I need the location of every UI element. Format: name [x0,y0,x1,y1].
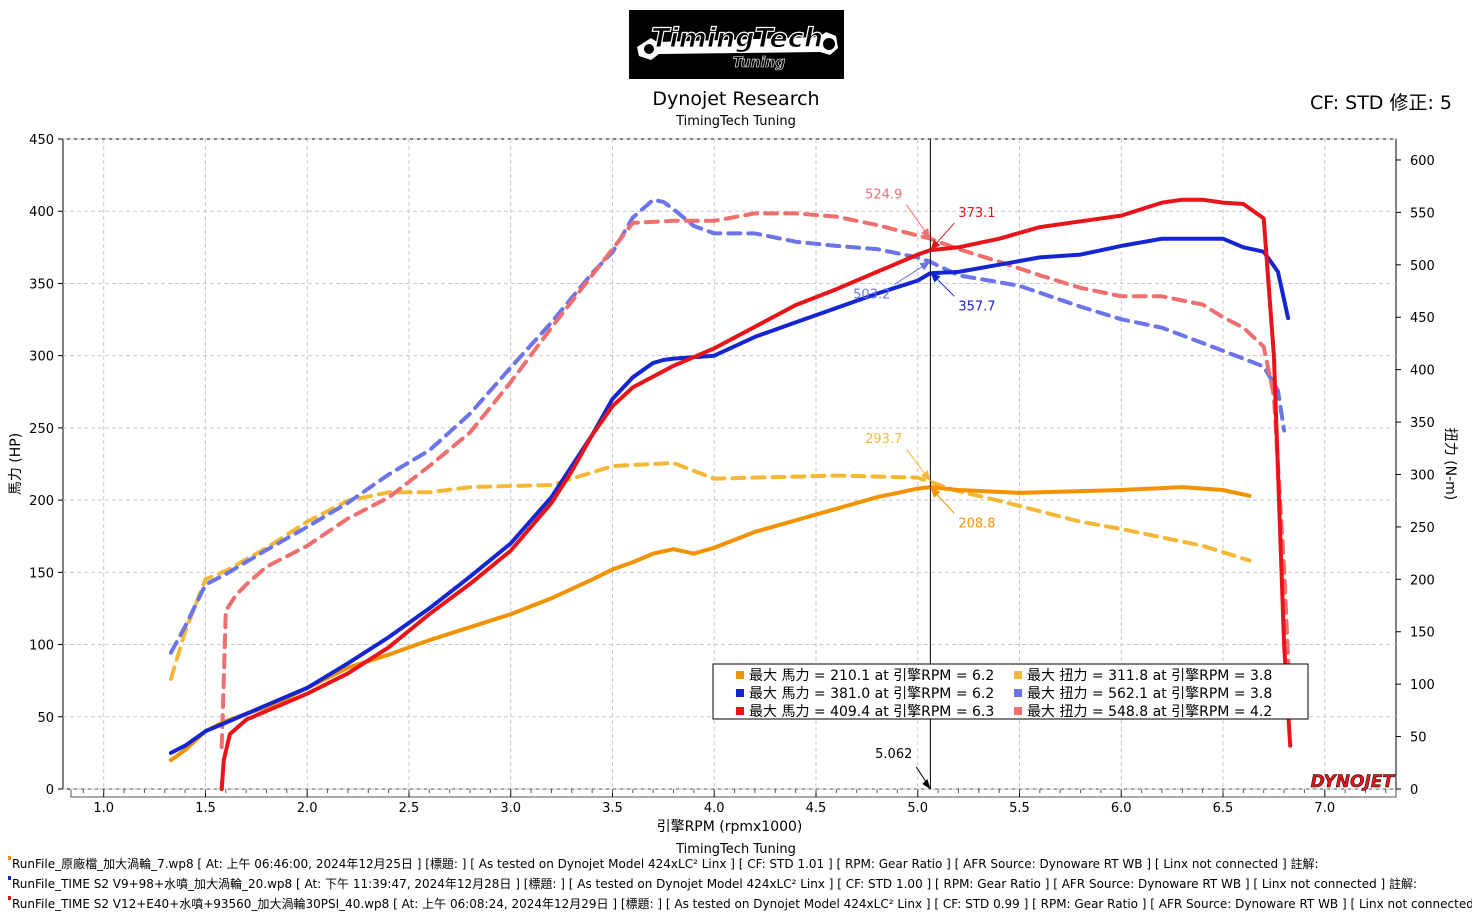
annotation-label: 293.7 [865,432,902,447]
y-right-tick-label: 0 [1410,783,1418,798]
dyno-chart: 1.0 1.5 2.0 2.5 3.0 3.5 4.0 4.5 5.0 5.5 6.0 6.5 7.0 0… [8,133,1458,835]
legend-swatch [1014,671,1022,679]
y-right-tick-label: 150 [1410,626,1435,641]
chart-subtitle: TimingTech Tuning [676,114,796,129]
timingtech-logo: TimingTech Tuning [629,10,844,79]
annotation-arrowhead [920,470,931,482]
correction-factor-label: CF: STD 修正: 5 [1309,92,1452,114]
y-right-tick-label: 350 [1410,416,1435,431]
runfile-line: RunFile_TIME S2 V9+98+水噴_加大渦輪_20.wp8 [ A… [8,874,1472,894]
y-right-tick-label: 50 [1410,731,1427,746]
y-left-tick-label: 200 [29,494,54,509]
series-line-blue_hp [168,236,1291,755]
dynojet-watermark: DYNOJET [1311,772,1396,792]
runfile-text: RunFile_TIME S2 V9+98+水噴_加大渦輪_20.wp8 [ A… [12,877,1418,891]
y-left-tick-label: 150 [29,566,54,581]
y-right-tick-label: 400 [1410,364,1435,379]
annotation-label: 208.8 [958,516,995,531]
y-left-tick-label: 300 [29,350,54,365]
y-right-tick-label: 300 [1410,468,1435,483]
legend-entry: 最大 扭力 = 548.8 at 引擎RPM = 4.2 [1027,704,1272,720]
y-right-tick-label: 500 [1410,259,1435,274]
y-left-tick-label: 250 [29,422,54,437]
annotation-arrowhead [930,239,941,251]
annotation-label: 357.7 [958,299,995,314]
legend-entry: 最大 扭力 = 562.1 at 引擎RPM = 3.8 [1027,686,1272,702]
x-tick-label: 1.0 [93,801,114,816]
y-left-tick-label: 400 [29,205,54,220]
y-left-axis-label: 馬力 (HP) [8,433,24,495]
y-right-tick-label: 200 [1410,573,1435,588]
runfile-text: RunFile_原廠檔_加大渦輪_7.wp8 [ At: 上午 06:46:00… [12,857,1319,871]
x-tick-label: 6.0 [1111,801,1132,816]
x-tick-label: 2.0 [297,801,318,816]
y-right-tick-label: 450 [1410,311,1435,326]
x-tick-label: 5.5 [1009,801,1030,816]
legend-swatch [736,671,744,679]
annotation-arrowhead [919,261,931,271]
legend-swatch [1014,689,1022,697]
legend-swatch [736,689,744,697]
legend-entry: 最大 馬力 = 381.0 at 引擎RPM = 6.2 [749,686,994,702]
cursor-value-label: 5.062 [875,747,912,762]
y-right-tick-label: 100 [1410,678,1435,693]
y-left-tick-label: 350 [29,277,54,292]
logo-text-line1: TimingTech [651,23,823,54]
x-tick-label: 2.5 [399,801,420,816]
x-tick-label: 1.5 [195,801,216,816]
series-line-red_tq [219,211,1293,750]
legend-box [712,663,1309,720]
footer-subtitle: TimingTech Tuning [676,842,796,857]
series-line-red_hp [219,197,1293,791]
chart-title: Dynojet Research [652,88,820,110]
x-axis-label: 引擎RPM (rpmx1000) [657,819,803,835]
y-right-tick-label: 550 [1410,206,1435,221]
x-tick-label: 7.0 [1314,801,1335,816]
y-left-tick-label: 100 [29,639,54,654]
x-tick-label: 3.5 [602,801,623,816]
annotation-label: 524.9 [865,188,902,203]
x-tick-label: 4.5 [806,801,827,816]
annotation-arrowhead [930,487,941,498]
legend-entry: 最大 扭力 = 311.8 at 引擎RPM = 3.8 [1027,668,1272,684]
y-right-tick-label: 250 [1410,521,1435,536]
annotation-arrowhead [921,228,931,239]
y-right-axis-label: 扭力 (N-m) [1442,428,1458,501]
runfile-color-marker [8,856,11,860]
runfile-list: RunFile_原廠檔_加大渦輪_7.wp8 [ At: 上午 06:46:00… [8,854,1472,914]
runfile-line: RunFile_TIME S2 V12+E40+水噴+93560_加大渦輪30P… [8,894,1472,914]
legend-swatch [1014,707,1022,715]
cursor-arrowhead [922,779,931,789]
y-left-tick-label: 0 [46,783,54,798]
runfile-line: RunFile_原廠檔_加大渦輪_7.wp8 [ At: 上午 06:46:00… [8,854,1472,874]
runfile-text: RunFile_TIME S2 V12+E40+水噴+93560_加大渦輪30P… [12,897,1472,911]
legend-entry: 最大 馬力 = 409.4 at 引擎RPM = 6.3 [749,704,994,720]
y-right-tick-label: 600 [1410,154,1435,169]
logo-text-line2: Tuning [733,55,785,71]
y-left-tick-label: 450 [29,133,54,148]
annotation-arrowhead [930,272,941,283]
x-tick-label: 4.0 [704,801,725,816]
x-tick-label: 5.0 [907,801,928,816]
annotation-label: 503.2 [853,287,890,302]
series-line-blue_tq [168,197,1287,655]
runfile-color-marker [8,876,11,880]
legend-entry: 最大 馬力 = 210.1 at 引擎RPM = 6.2 [749,668,994,684]
legend-swatch [736,707,744,715]
y-left-tick-label: 50 [37,711,54,726]
annotation-label: 373.1 [958,206,995,221]
runfile-color-marker [8,896,11,900]
x-axis-band [70,788,1397,798]
series-line-orange_tq [168,461,1252,681]
x-tick-label: 6.5 [1213,801,1234,816]
x-tick-label: 3.0 [500,801,521,816]
